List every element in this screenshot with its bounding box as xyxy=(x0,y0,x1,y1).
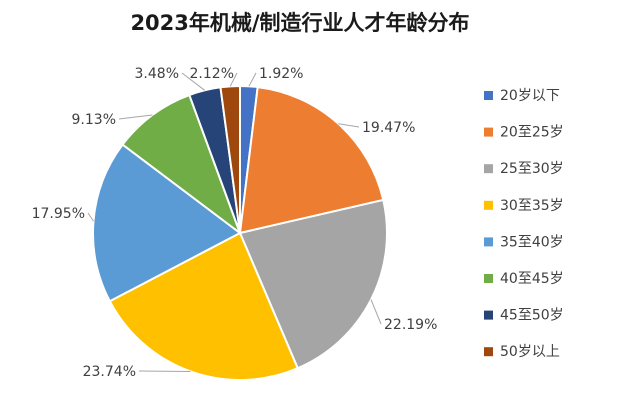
legend-entry: 25至30岁 xyxy=(500,161,564,177)
data-labels: 1.92% 19.47% 22.19% 23.74% 17.95% 9.13% 3.48% 2… xyxy=(32,66,438,380)
data-label: 19.47% xyxy=(362,120,415,136)
leader-line xyxy=(181,72,206,91)
leader-line xyxy=(118,114,153,120)
chart-title: 2023年机械/制造行业人才年龄分布 xyxy=(130,11,469,35)
data-label: 23.74% xyxy=(83,364,136,380)
data-label: 1.92% xyxy=(259,66,303,82)
leader-line xyxy=(138,370,191,372)
legend-swatch xyxy=(484,237,493,247)
legend-swatch xyxy=(484,91,493,100)
leader-line xyxy=(248,72,257,87)
legend-swatch xyxy=(484,347,493,357)
legend-swatch xyxy=(484,164,493,174)
leader-line xyxy=(338,123,360,128)
data-label: 22.19% xyxy=(384,317,437,333)
legend-entry: 40至45岁 xyxy=(500,271,564,287)
legend-entry: 45至50岁 xyxy=(500,308,564,324)
pie-slice-2 xyxy=(238,85,385,235)
pie-slice-5 xyxy=(92,143,242,303)
data-label: 3.48% xyxy=(135,66,179,82)
legend-swatch xyxy=(484,274,493,283)
legend-swatch xyxy=(484,200,493,210)
legend-entry: 50岁以上 xyxy=(500,344,560,360)
pie-slice-3 xyxy=(238,198,388,370)
leader-line xyxy=(87,212,94,222)
legend-swatch xyxy=(484,310,493,320)
legend-swatch xyxy=(484,127,493,137)
legend-entry: 30至35岁 xyxy=(500,198,564,214)
pie-slice-8 xyxy=(219,84,241,234)
data-label: 17.95% xyxy=(32,206,85,222)
legend-entry: 20至25岁 xyxy=(500,125,564,141)
pie-slice-4 xyxy=(108,231,300,381)
legend-entry: 35至40岁 xyxy=(500,234,564,250)
data-label: 9.13% xyxy=(72,112,116,128)
pie-slices xyxy=(92,84,388,381)
leader-line xyxy=(229,72,238,87)
legend: 20岁以下 20至25岁 25至30岁 30至35岁 35至40岁 40至45岁 45至50… xyxy=(484,88,564,360)
leader-line xyxy=(370,299,382,325)
data-label: 2.12% xyxy=(190,66,234,82)
pie-slice-6 xyxy=(121,93,243,236)
legend-entry: 20岁以下 xyxy=(500,88,560,104)
